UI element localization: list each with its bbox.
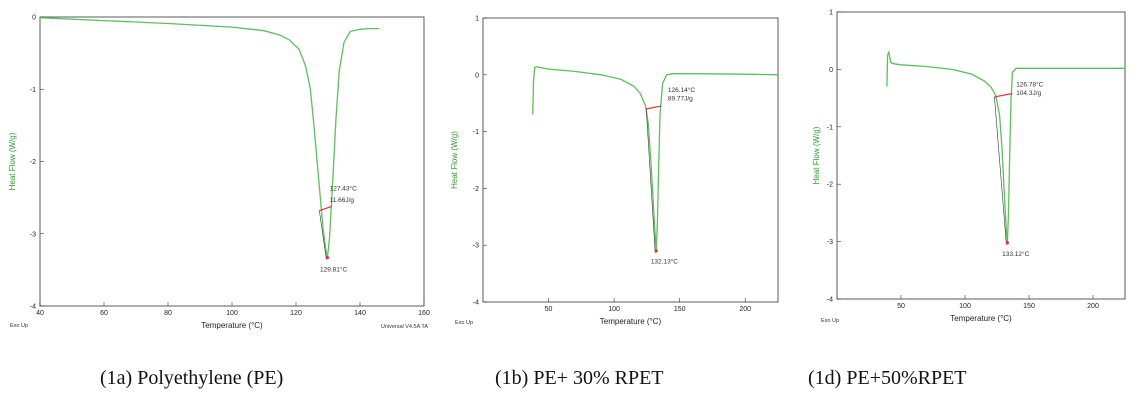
exo-up-label: Exo Up	[821, 318, 839, 324]
y-tick-label: -2	[827, 182, 833, 189]
peak-marker	[1005, 241, 1009, 245]
x-tick-label: 100	[959, 303, 971, 310]
x-tick-label: 200	[1087, 303, 1099, 310]
x-tick-label: 100	[608, 306, 620, 313]
integration-edge	[994, 96, 1007, 245]
chart-panel-1a: 40 60 80 100 120 140 160 0 -1 -2 -3 -4 Temperature (…	[0, 0, 432, 340]
y-axis-label: Heat Flow (W/g)	[450, 131, 459, 189]
y-tick-label: 1	[829, 10, 833, 17]
heat-flow-line	[532, 66, 779, 251]
dsc-chart-1d: 50 100 150 200 1 0 -1 -2 -3 -4 Temperature (°C) Hea…	[812, 10, 1126, 324]
peak-annotation: 129.81°C	[320, 265, 347, 273]
x-tick-label: 120	[290, 310, 302, 317]
y-tick-label: -1	[30, 87, 36, 94]
x-axis-label: Temperature (°C)	[950, 314, 1012, 323]
heat-flow-line	[886, 49, 1125, 243]
x-tick-label: 100	[226, 310, 238, 317]
y-axis-label: Heat Flow (W/g)	[812, 126, 821, 184]
plot-frame	[482, 17, 779, 303]
x-tick-label: 160	[418, 310, 430, 317]
y-tick-label: 0	[829, 67, 833, 74]
instrument-footer: Universal V4.5A TA	[381, 324, 429, 330]
x-tick-label: 50	[897, 303, 905, 310]
peak-annotation: 126.78°C	[1016, 81, 1043, 89]
integration-baseline	[319, 205, 333, 212]
peak-marker	[654, 249, 658, 253]
heat-flow-line	[39, 17, 380, 258]
integration-edge	[645, 108, 656, 253]
y-tick-label: -4	[827, 297, 833, 304]
y-tick-label: -4	[473, 300, 479, 307]
chart-panel-1d: 50 100 150 200 1 0 -1 -2 -3 -4 Temperature (°C) Hea…	[805, 0, 1144, 340]
x-tick-label: 150	[1023, 303, 1035, 310]
peak-annotation: 132.13°C	[651, 257, 678, 265]
exo-up-label: Exo Up	[455, 320, 473, 326]
peak-annotation: 89.77J/g	[668, 95, 693, 102]
x-axis-label: Temperature (°C)	[600, 317, 662, 326]
dsc-chart-1b: 50 100 150 200 1 0 -1 -2 -3 -4 Temperature (°C) Hea…	[450, 16, 779, 326]
x-tick-label: 60	[100, 310, 108, 317]
x-tick-label: 150	[674, 306, 686, 313]
x-tick-label: 140	[354, 310, 366, 317]
peak-annotation: 127.43°C	[330, 184, 357, 192]
y-tick-label: -4	[30, 304, 36, 311]
y-tick-label: -2	[473, 186, 479, 193]
y-axis-label: Heat Flow (W/g)	[8, 132, 17, 190]
integration-baseline	[994, 92, 1013, 98]
caption-1a: (1a) Polyethylene (PE)	[100, 367, 284, 389]
y-tick-label: -2	[30, 159, 36, 166]
y-tick-label: 0	[32, 15, 36, 22]
y-tick-label: -3	[30, 231, 36, 238]
exo-up-label: Exo Up	[10, 323, 28, 329]
y-tick-label: -1	[827, 124, 833, 131]
x-tick-label: 40	[36, 310, 44, 317]
y-tick-label: -3	[473, 243, 479, 250]
x-axis-label: Temperature (°C)	[201, 321, 263, 330]
peak-annotation: 133.12°C	[1002, 250, 1029, 258]
integration-edge	[319, 210, 327, 260]
y-tick-label: -1	[473, 129, 479, 136]
peak-annotation: 11.66J/g	[330, 197, 355, 204]
peak-marker	[325, 255, 329, 260]
peak-annotation: 104.3J/g	[1016, 90, 1041, 97]
y-tick-label: 1	[475, 16, 479, 23]
dsc-chart-1a: 40 60 80 100 120 140 160 0 -1 -2 -3 -4 Temperature (…	[8, 15, 430, 331]
integration-baseline	[646, 105, 662, 110]
caption-1b: (1b) PE+ 30% RPET	[495, 367, 664, 389]
caption-1d: (1d) PE+50%RPET	[808, 367, 967, 389]
x-tick-label: 200	[739, 306, 751, 313]
y-tick-label: -3	[827, 239, 833, 246]
x-tick-label: 50	[545, 306, 553, 313]
x-tick-label: 80	[164, 310, 172, 317]
y-tick-label: 0	[475, 72, 479, 79]
peak-annotation: 126.14°C	[668, 86, 695, 94]
plot-frame	[39, 16, 425, 307]
chart-panel-1b: 50 100 150 200 1 0 -1 -2 -3 -4 Temperature (°C) Hea…	[445, 0, 785, 340]
plot-frame	[836, 11, 1126, 300]
